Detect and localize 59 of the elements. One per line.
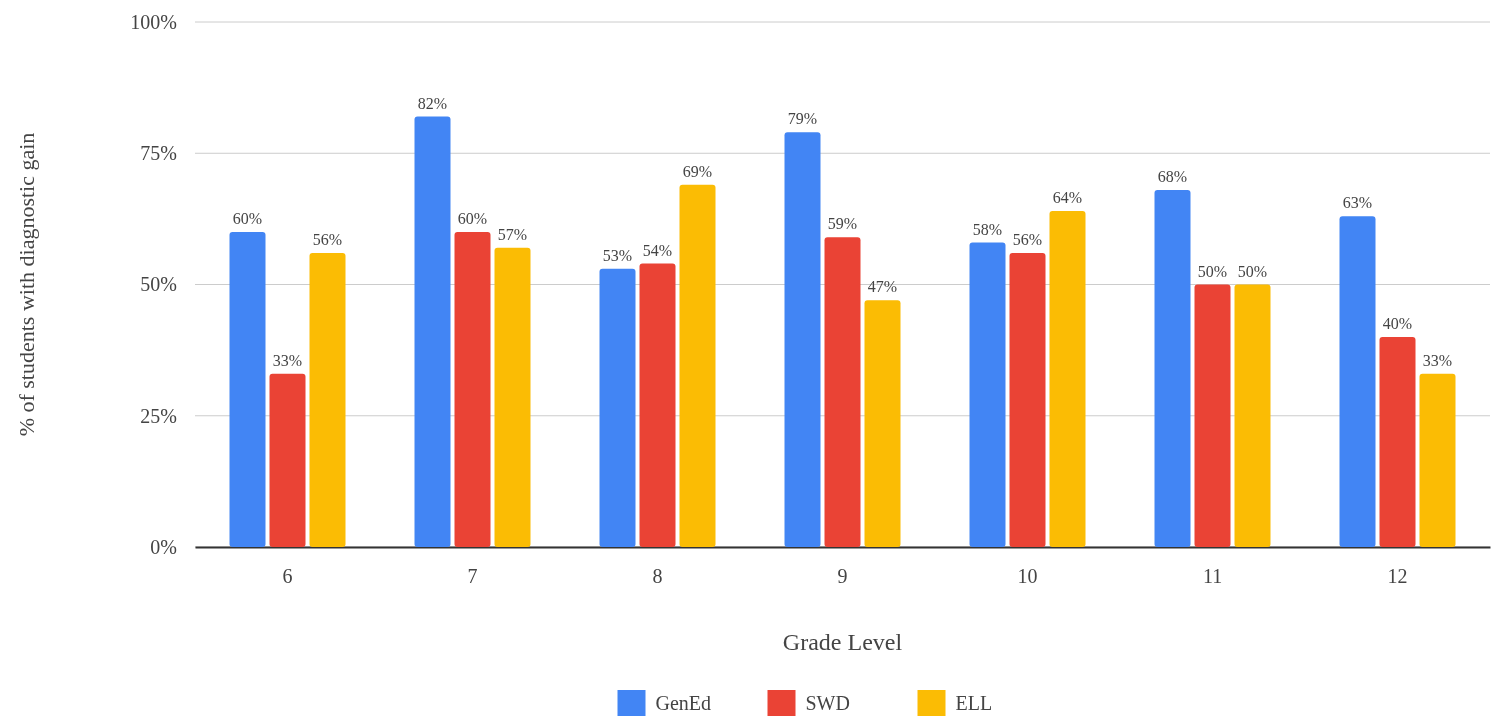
bar xyxy=(599,268,636,547)
bar xyxy=(784,132,821,547)
data-label: 33% xyxy=(1422,351,1453,369)
y-tick-label: 100% xyxy=(130,10,177,33)
x-axis-title: Grade Level xyxy=(782,629,903,655)
bar xyxy=(1419,373,1456,547)
data-label: 63% xyxy=(1342,194,1373,212)
data-label: 53% xyxy=(602,246,633,264)
data-label: 40% xyxy=(1382,315,1413,332)
x-tick-label: 7 xyxy=(467,565,478,588)
bar xyxy=(639,263,676,547)
x-tick-label: 6 xyxy=(282,565,293,588)
y-tick-label: 0% xyxy=(150,535,177,558)
bar xyxy=(1234,284,1271,547)
x-tick-label: 11 xyxy=(1202,565,1223,588)
bar xyxy=(414,116,451,547)
data-label: 60% xyxy=(457,210,488,227)
data-label: 64% xyxy=(1052,189,1083,206)
bar xyxy=(969,242,1006,547)
bar xyxy=(1049,211,1086,547)
data-label: 57% xyxy=(497,225,528,243)
bar xyxy=(1009,253,1046,547)
bar xyxy=(824,237,861,547)
y-tick-label: 75% xyxy=(140,142,177,165)
data-label: 79% xyxy=(787,110,818,128)
bar xyxy=(1379,337,1416,547)
bar xyxy=(454,232,491,547)
legend-label: SWD xyxy=(805,692,850,714)
data-label: 56% xyxy=(1012,231,1043,248)
y-axis-title: % of students with diagnostic gain xyxy=(14,132,39,437)
bar xyxy=(309,253,346,547)
x-tick-label: 12 xyxy=(1387,565,1408,588)
data-label: 56% xyxy=(312,231,343,248)
legend-label: ELL xyxy=(955,692,993,714)
data-label: 58% xyxy=(972,220,1003,238)
data-label: 50% xyxy=(1197,262,1228,280)
y-tick-label: 50% xyxy=(140,273,177,296)
bar xyxy=(1194,284,1231,547)
x-tick-label: 8 xyxy=(652,565,663,588)
data-label: 60% xyxy=(232,210,263,227)
x-tick-label: 9 xyxy=(837,565,848,588)
bar xyxy=(1339,216,1376,547)
bar xyxy=(679,184,716,547)
data-label: 33% xyxy=(272,351,303,369)
bar xyxy=(1154,190,1191,547)
bar xyxy=(494,247,531,547)
data-label: 47% xyxy=(867,278,898,296)
x-tick-label: 10 xyxy=(1017,565,1038,588)
data-label: 69% xyxy=(682,162,713,180)
bar xyxy=(269,373,306,547)
legend-label: GenEd xyxy=(655,692,712,714)
data-label: 82% xyxy=(417,94,448,112)
data-label: 54% xyxy=(642,241,673,259)
bar xyxy=(864,300,901,547)
data-label: 59% xyxy=(827,215,858,233)
y-tick-label: 25% xyxy=(140,404,177,427)
data-label: 68% xyxy=(1157,168,1188,185)
data-label: 50% xyxy=(1237,262,1268,280)
bar xyxy=(229,232,266,547)
